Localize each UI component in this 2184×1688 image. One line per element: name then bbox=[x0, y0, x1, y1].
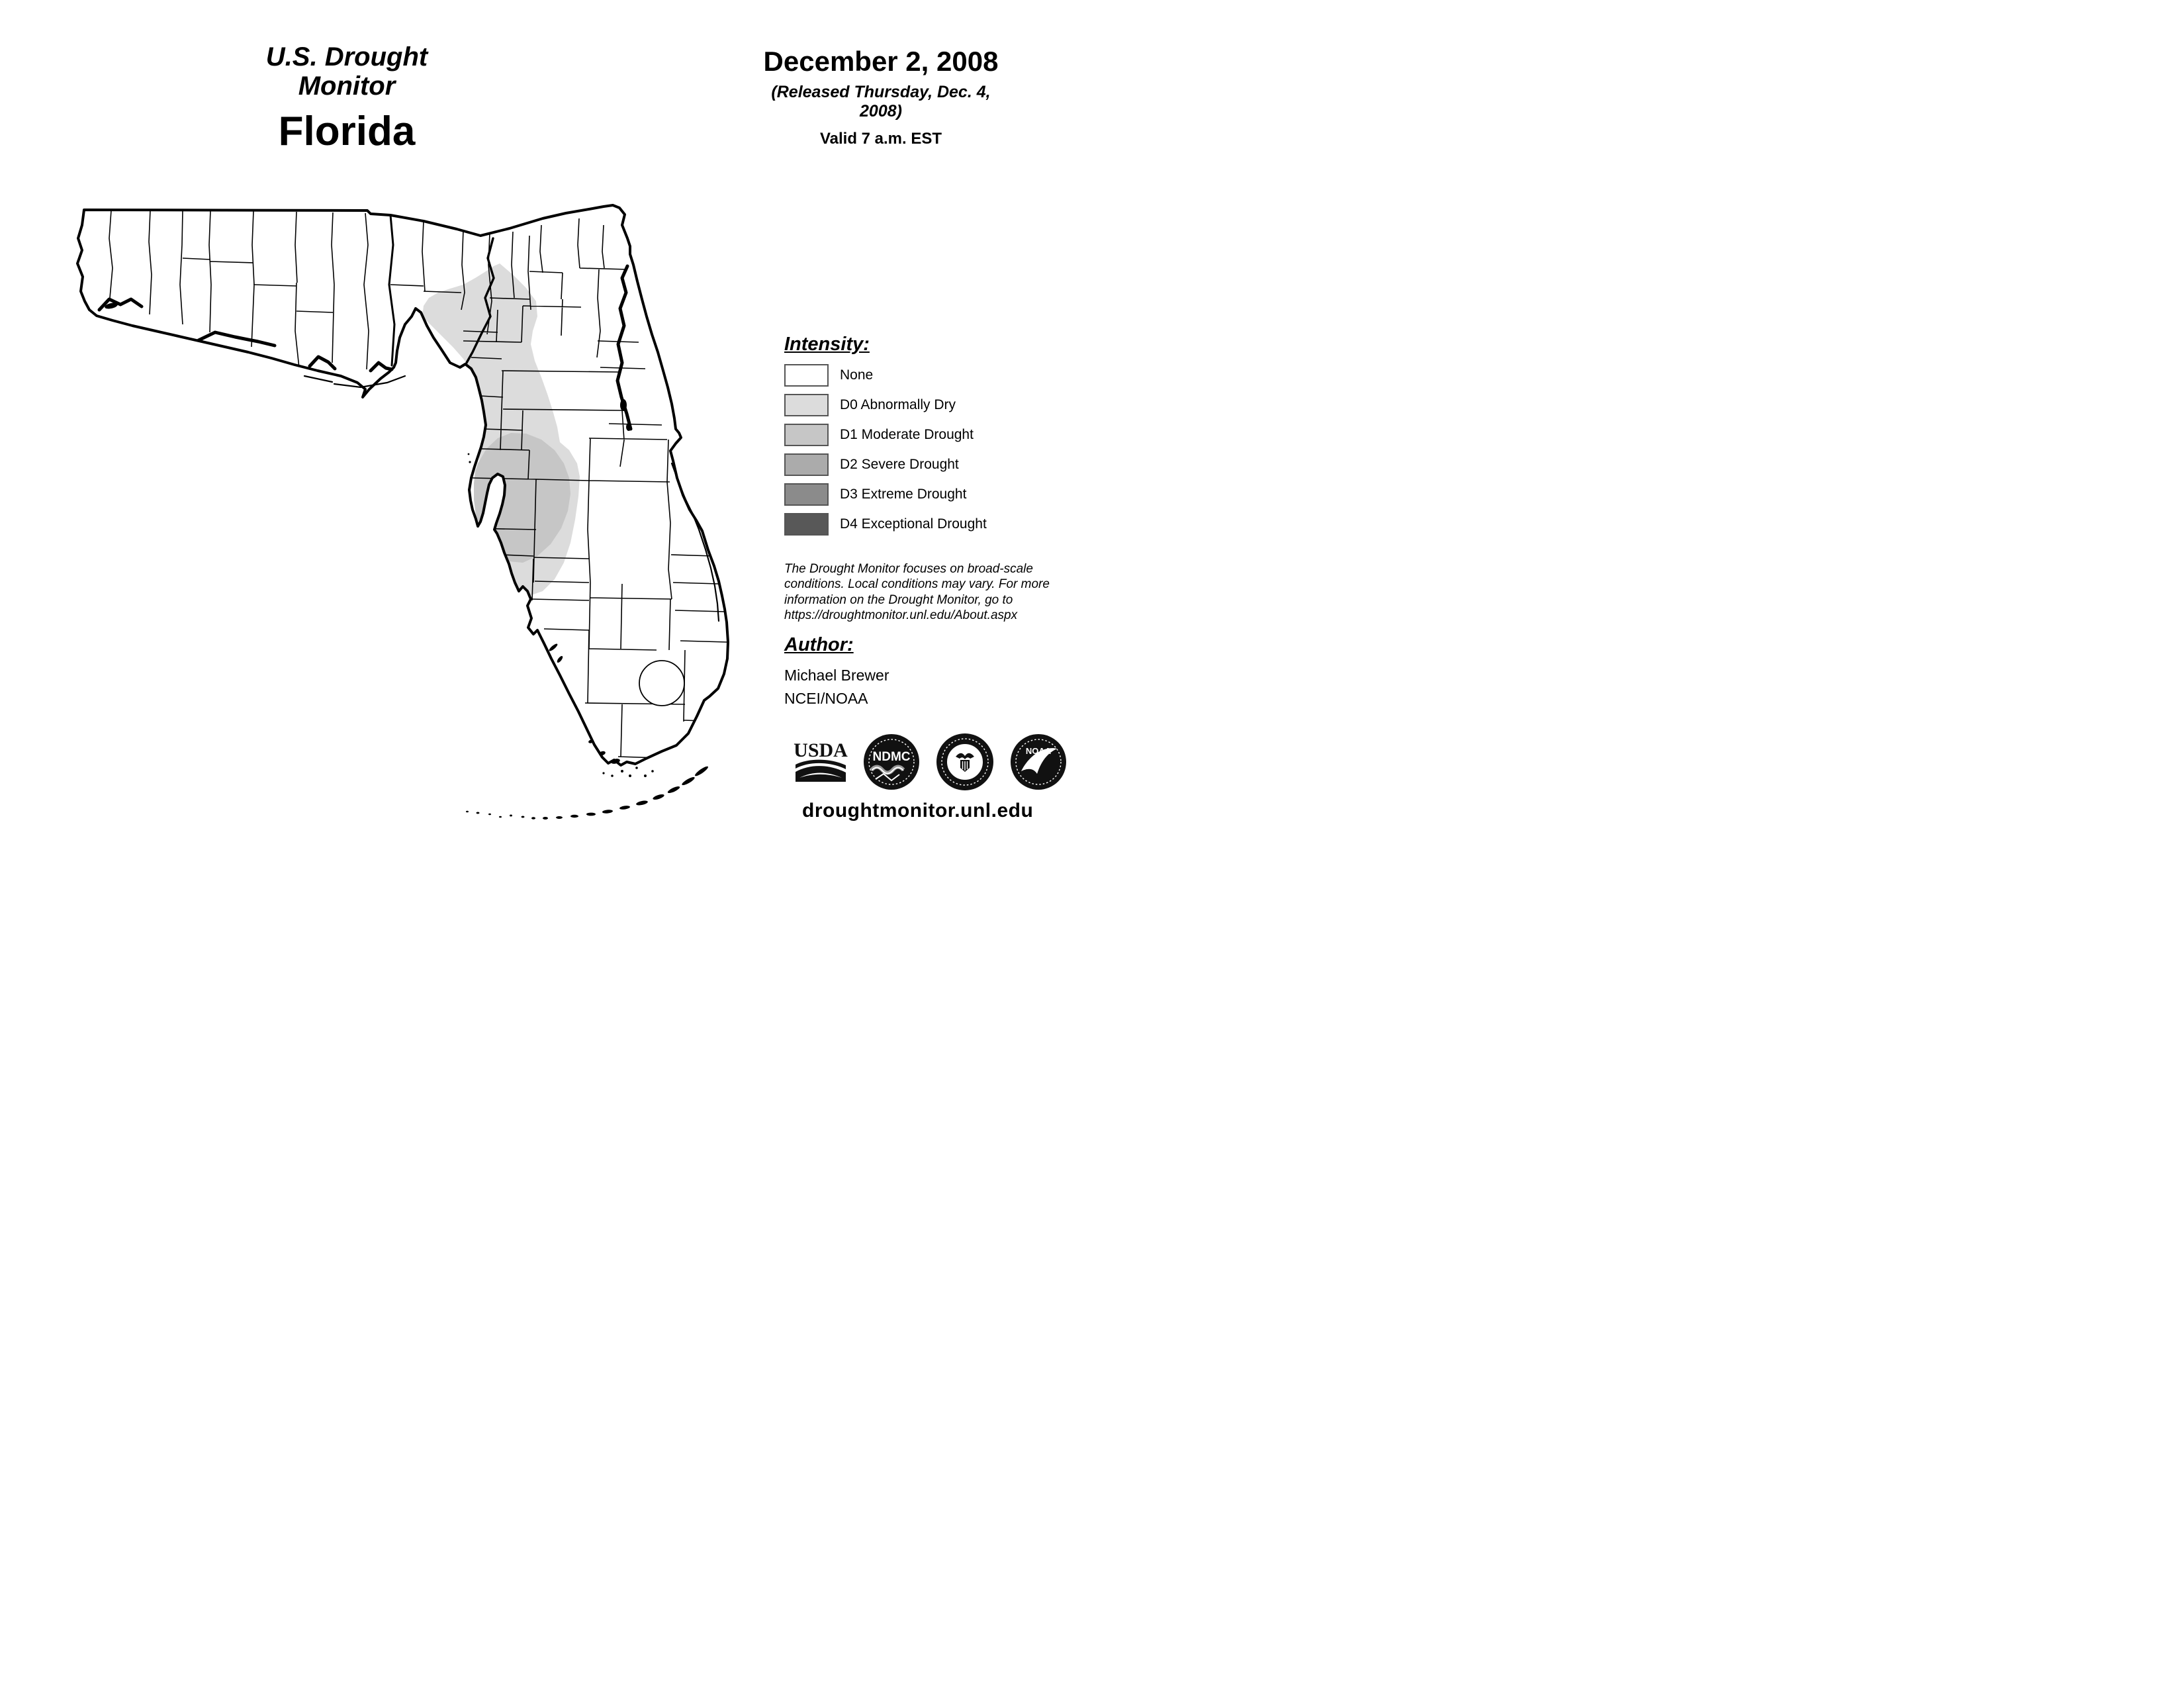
release-date: (Released Thursday, Dec. 4, 2008) bbox=[771, 83, 991, 121]
usda-logo: USDA bbox=[794, 741, 848, 782]
suwannee-river bbox=[465, 237, 495, 364]
swatch-d2 bbox=[784, 453, 829, 476]
legend-row-none: None bbox=[784, 364, 987, 387]
page-title: U.S. Drought Monitor bbox=[265, 42, 428, 101]
map-date: December 2, 2008 bbox=[763, 46, 999, 77]
legend-row-d4: D4 Exceptional Drought bbox=[784, 513, 987, 536]
title-block: U.S. Drought Monitor Florida bbox=[214, 42, 479, 152]
date-block: December 2, 2008 (Released Thursday, Dec… bbox=[749, 46, 1013, 148]
valid-time: Valid 7 a.m. EST bbox=[819, 130, 942, 148]
author-org: NCEI/NOAA bbox=[784, 690, 868, 707]
county-boundaries bbox=[109, 210, 728, 759]
svg-text:NDMC: NDMC bbox=[873, 750, 911, 764]
legend-label: None bbox=[840, 367, 874, 383]
swatch-d3 bbox=[784, 483, 829, 506]
legend-row-d3: D3 Extreme Drought bbox=[784, 483, 987, 506]
legend-row-d0: D0 Abnormally Dry bbox=[784, 394, 987, 416]
coastal-islets bbox=[105, 303, 654, 777]
author-block: Author: Michael Brewer NCEI/NOAA bbox=[784, 634, 889, 708]
legend-label: D4 Exceptional Drought bbox=[840, 516, 987, 532]
lake-okeechobee bbox=[639, 660, 685, 706]
swatch-none bbox=[784, 364, 829, 387]
legend-label: D2 Severe Drought bbox=[840, 457, 959, 472]
ndmc-logo: NDMC bbox=[864, 733, 919, 790]
florida-state-outline bbox=[76, 204, 729, 767]
florida-landmass bbox=[77, 205, 728, 765]
lake-george bbox=[620, 399, 627, 411]
drought-monitor-url: droughtmonitor.unl.edu bbox=[802, 800, 1034, 821]
intensity-legend: Intensity: None D0 Abnormally Dry D1 Mod… bbox=[784, 334, 987, 543]
doc-logo bbox=[936, 733, 993, 790]
drought-region-d1 bbox=[474, 433, 570, 563]
legend-label: D1 Moderate Drought bbox=[840, 427, 974, 442]
legend-row-d2: D2 Severe Drought bbox=[784, 453, 987, 476]
swatch-d0 bbox=[784, 394, 829, 416]
noaa-logo: NOAA bbox=[1011, 733, 1066, 790]
svg-text:USDA: USDA bbox=[794, 741, 848, 761]
legend-heading: Intensity: bbox=[784, 334, 870, 355]
swatch-d1 bbox=[784, 424, 829, 446]
author-name: Michael Brewer bbox=[784, 667, 889, 684]
author-heading: Author: bbox=[784, 634, 854, 655]
agency-logos: USDA NDMC NOAA bbox=[793, 730, 1067, 793]
florida-drought-map bbox=[76, 204, 729, 820]
lake-monroe bbox=[626, 423, 631, 431]
legend-label: D3 Extreme Drought bbox=[840, 487, 967, 502]
legend-label: D0 Abnormally Dry bbox=[840, 397, 956, 412]
florida-keys bbox=[466, 766, 708, 820]
apalachicola-river bbox=[388, 214, 396, 367]
swatch-d4 bbox=[784, 513, 829, 536]
region-title: Florida bbox=[278, 109, 416, 154]
legend-row-d1: D1 Moderate Drought bbox=[784, 424, 987, 446]
disclaimer-text: The Drought Monitor focuses on broad-sca… bbox=[784, 562, 1050, 623]
drought-monitor-page: U.S. Drought Monitor Florida December 2,… bbox=[0, 0, 1092, 844]
panhandle-bays bbox=[97, 297, 394, 373]
